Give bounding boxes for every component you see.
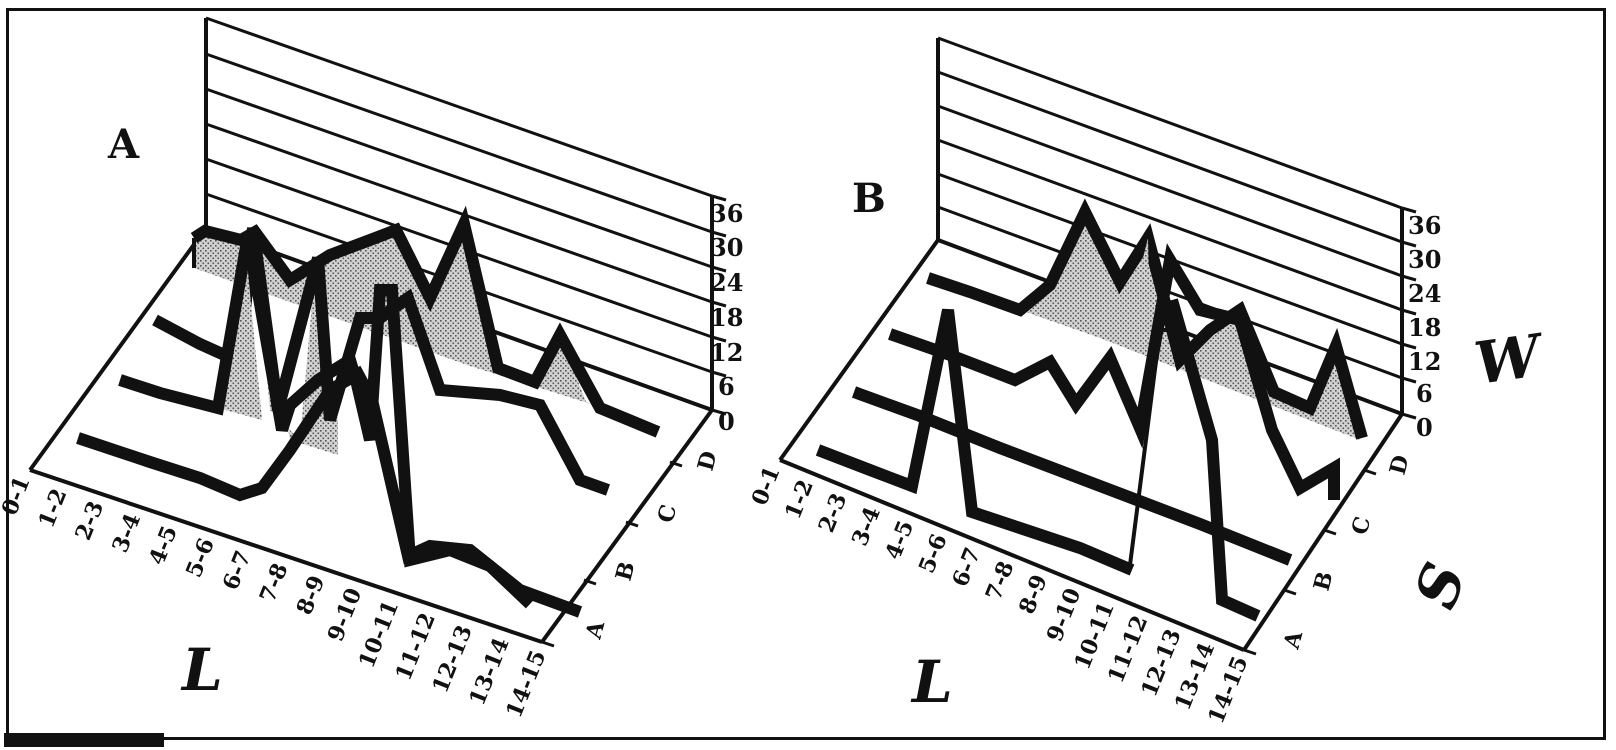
panel-b-series-a-thin [910,309,950,487]
panel-b-xtick-0: 0-1 [747,463,786,510]
panel-b-xtick-3: 3-4 [847,503,886,550]
panel-b-ytick-30: 30 [1408,245,1441,274]
panel-a-ytick-0: 0 [718,407,735,436]
panel-a-depth-label-b: B [611,559,641,584]
panel-b-xtick-8: 8-9 [1014,571,1053,618]
panel-b-ytick-18: 18 [1408,313,1441,342]
panel-a-ytick-6: 6 [718,372,735,401]
panel-b: 36 30 24 18 12 6 0 D C B A 0-11-22-33-44… [747,36,1549,728]
panel-a: 36 30 24 18 12 6 0 D C B A 0-11-22-33-44… [0,16,743,722]
panel-a-xtick-1: 1-2 [33,485,72,532]
panel-b-depth-label-d: D [1385,452,1415,477]
panel-a-xtick-9: 9-10 [323,584,368,645]
panel-b-series-a-line [815,308,1135,576]
caption-strip [4,733,164,747]
panel-a-axis-l: L [180,636,223,704]
panel-a-y-axis [711,194,727,416]
panel-a-xtick-3: 3-4 [107,510,146,557]
panel-a-series-a-line [76,365,583,618]
panel-b-x-ticks: 0-11-22-33-44-55-66-77-88-99-1010-1111-1… [747,463,1254,728]
panel-a-depth-ticks [541,460,683,648]
panel-b-ytick-6: 6 [1416,379,1433,408]
panel-b-xtick-4: 4-5 [880,517,919,564]
panel-a-xtick-8: 8-9 [291,572,330,619]
panel-a-ytick-24: 24 [710,268,743,297]
panel-b-series-c-line [888,243,1340,500]
panel-a-ytick-12: 12 [710,338,743,367]
panel-b-depth-label-a: A [1278,627,1308,652]
axis-w-label: W [1470,321,1549,398]
panel-b-title: B [852,175,886,222]
panel-b-ytick-12: 12 [1408,347,1441,376]
panel-b-depth-label-b: B [1309,569,1339,594]
panel-a-xtick-2: 2-3 [70,497,109,544]
panel-b-series-a-line-2 [1166,298,1261,622]
panel-b-xtick-7: 7-8 [981,558,1020,605]
panel-a-xtick-7: 7-8 [255,560,294,607]
panel-a-depth-label-c: C [653,502,683,526]
panel-b-xtick-6: 6-7 [947,544,986,591]
panel-b-xtick-1: 1-2 [780,476,819,523]
panel-b-depth-label-c: C [1347,514,1377,538]
panel-a-xtick-6: 6-7 [218,547,257,594]
panel-b-series-b-thin [1128,328,1180,566]
panel-a-ytick-30: 30 [710,233,743,262]
panel-a-title: A [107,121,140,168]
panel-a-xtick-5: 5-6 [181,535,220,582]
panel-a-depth-label-a: A [580,617,610,642]
panel-a-depth-label-d: D [693,448,723,473]
panel-a-ytick-18: 18 [710,303,743,332]
panel-b-xtick-2: 2-3 [813,490,852,537]
axis-s-label: S [1401,554,1479,617]
panel-b-series-c-area [1125,238,1150,330]
panel-a-xtick-0: 0-1 [0,473,36,520]
panel-a-x-ticks: 0-11-22-33-44-55-66-77-88-99-1010-1111-1… [0,473,552,722]
panel-b-ytick-36: 36 [1408,211,1441,240]
panel-b-xtick-5: 5-6 [914,530,953,577]
panel-b-series-d-area [1020,212,1360,440]
panel-b-y-axis [1401,206,1417,420]
panel-a-xtick-4: 4-5 [144,522,183,569]
panel-b-depth-ticks [1243,468,1377,656]
panel-a-ytick-36: 36 [710,199,743,228]
panel-b-axis-l: L [910,648,953,716]
panel-b-ytick-24: 24 [1408,279,1441,308]
panel-b-ytick-0: 0 [1416,413,1433,442]
